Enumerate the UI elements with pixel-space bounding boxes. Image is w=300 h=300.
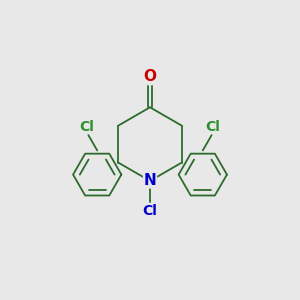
Text: O: O xyxy=(143,69,157,84)
Text: Cl: Cl xyxy=(142,204,158,218)
Text: Cl: Cl xyxy=(80,120,94,134)
Text: Cl: Cl xyxy=(206,120,220,134)
Text: N: N xyxy=(144,173,156,188)
